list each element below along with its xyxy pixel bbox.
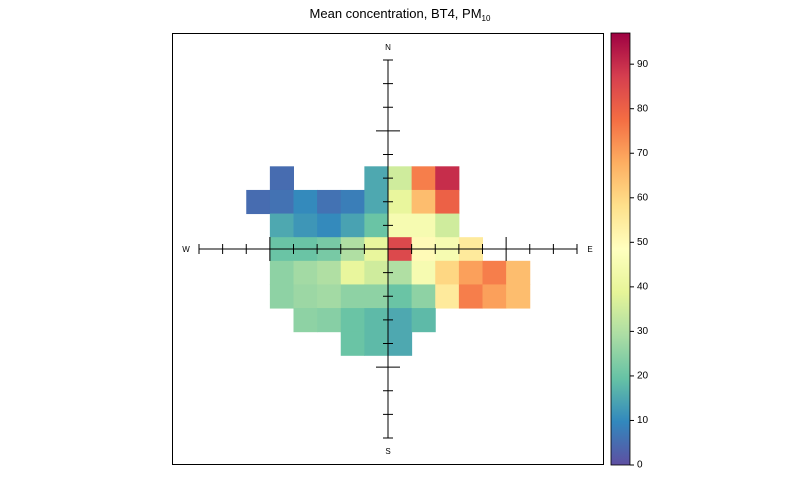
surface-cell — [340, 308, 365, 333]
surface-cell — [435, 213, 460, 238]
surface-cell — [293, 260, 318, 285]
surface-cell — [269, 213, 294, 238]
colorbar-tick-label: 0 — [637, 460, 643, 471]
surface-cell — [317, 284, 342, 309]
surface-cell — [340, 284, 365, 309]
surface-cell — [317, 213, 342, 238]
compass-label: W — [182, 245, 190, 254]
compass-label: E — [587, 245, 592, 254]
surface-cell — [293, 189, 318, 215]
surface-cell — [317, 260, 342, 285]
colorbar-tick-label: 10 — [637, 415, 649, 426]
surface-cell — [411, 284, 436, 309]
colorbar-tick-label: 30 — [637, 326, 649, 337]
surface-cell — [435, 284, 460, 309]
surface-cell — [458, 260, 483, 285]
plot-frame — [172, 33, 604, 465]
surface — [246, 166, 531, 356]
surface-cell — [411, 166, 436, 191]
colorbar-tick-label: 80 — [637, 103, 649, 114]
colorbar: 0 10 20 30 40 50 60 70 80 90 — [610, 32, 649, 471]
surface-cell — [317, 308, 342, 333]
surface-cell — [246, 189, 271, 215]
colorbar-tick-label: 70 — [637, 148, 649, 159]
surface-cell — [411, 308, 436, 333]
surface-cell — [435, 166, 460, 191]
surface-cell — [269, 189, 294, 215]
surface-cell — [435, 189, 460, 215]
surface-cell — [482, 284, 507, 309]
title-subscript: 10 — [482, 14, 491, 23]
surface-cell — [435, 260, 460, 285]
colorbar-tick-label: 60 — [637, 192, 649, 203]
title-text: Mean concentration, BT4, PM — [310, 6, 482, 21]
surface-cell — [317, 189, 342, 215]
surface-cell — [340, 213, 365, 238]
surface-cell — [458, 284, 483, 309]
surface-cell — [340, 260, 365, 285]
chart-title: Mean concentration, BT4, PM10 — [310, 6, 491, 23]
surface-cell — [411, 260, 436, 285]
surface-cell — [269, 166, 294, 191]
surface-cell — [340, 331, 365, 356]
surface-cell — [340, 189, 365, 215]
surface-cell — [411, 189, 436, 215]
surface-cell — [269, 284, 294, 309]
surface-cell — [293, 284, 318, 309]
surface-cell — [293, 308, 318, 333]
colorbar-tick-label: 40 — [637, 281, 649, 292]
surface-cell — [482, 260, 507, 285]
colorbar-tick-label: 90 — [637, 59, 649, 70]
surface-cell — [269, 260, 294, 285]
axes — [198, 59, 578, 439]
surface-cell — [506, 260, 531, 285]
surface-cell — [411, 213, 436, 238]
surface-cell — [293, 213, 318, 238]
colorbar-tick-label: 20 — [637, 371, 649, 382]
compass-label: N — [385, 43, 391, 52]
colorbar-tick-label: 50 — [637, 237, 649, 248]
surface-cell — [506, 284, 531, 309]
compass-label: S — [385, 447, 390, 456]
colorbar-scale — [610, 32, 631, 466]
